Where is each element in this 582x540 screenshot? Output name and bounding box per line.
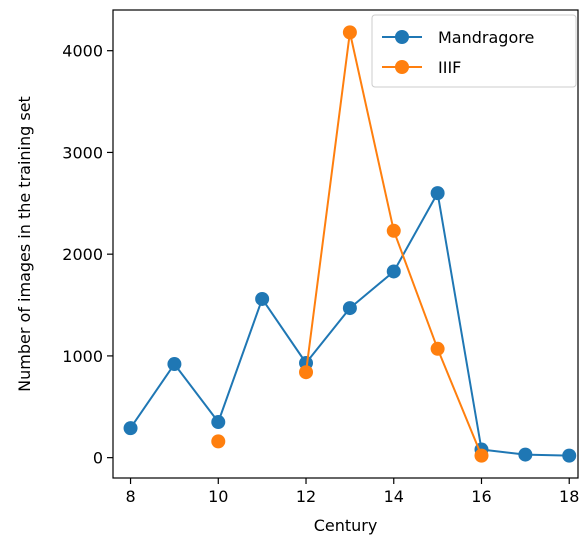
- x-tick-label: 18: [559, 487, 579, 506]
- x-tick-label: 10: [208, 487, 228, 506]
- data-point-mandragore: [386, 264, 401, 279]
- y-tick-label: 2000: [62, 245, 103, 264]
- data-point-iiif: [342, 25, 357, 40]
- x-axis: 8 10 12 14 16 18: [125, 478, 579, 506]
- x-tick-label: 8: [125, 487, 135, 506]
- data-point-iiif: [299, 365, 314, 380]
- y-tick-label: 3000: [62, 143, 103, 162]
- data-point-iiif: [474, 448, 489, 463]
- legend-label-mandragore: Mandragore: [438, 28, 534, 47]
- data-point-mandragore: [562, 448, 577, 463]
- y-axis: 0 1000 2000 3000 4000: [62, 42, 113, 468]
- x-tick-label: 14: [384, 487, 404, 506]
- y-tick-label: 1000: [62, 347, 103, 366]
- legend-label-iiif: IIIF: [438, 58, 461, 77]
- x-tick-label: 16: [471, 487, 491, 506]
- plot-area: [123, 25, 577, 463]
- x-tick-label: 12: [296, 487, 316, 506]
- data-point-iiif: [430, 341, 445, 356]
- series-line-mandragore: [129, 192, 570, 457]
- y-tick-label: 4000: [62, 42, 103, 61]
- data-point-iiif: [386, 223, 401, 238]
- data-point-mandragore: [342, 301, 357, 316]
- data-point-iiif: [211, 434, 226, 449]
- data-point-mandragore: [123, 421, 138, 436]
- plot-frame: [112, 9, 579, 479]
- y-axis-label: Number of images in the training set: [15, 96, 34, 392]
- data-point-mandragore: [167, 357, 182, 372]
- legend-marker-mandragore: [395, 30, 409, 44]
- data-point-mandragore: [518, 447, 533, 462]
- legend-box: [371, 14, 577, 88]
- data-point-mandragore: [430, 186, 445, 201]
- x-axis-label: Century: [314, 516, 378, 535]
- data-point-mandragore: [211, 415, 226, 430]
- y-tick-label: 0: [93, 449, 103, 468]
- series-line-iiif: [305, 31, 483, 456]
- legend-marker-iiif: [395, 60, 409, 74]
- legend: Mandragore IIIF: [371, 14, 577, 88]
- data-point-mandragore: [255, 291, 270, 306]
